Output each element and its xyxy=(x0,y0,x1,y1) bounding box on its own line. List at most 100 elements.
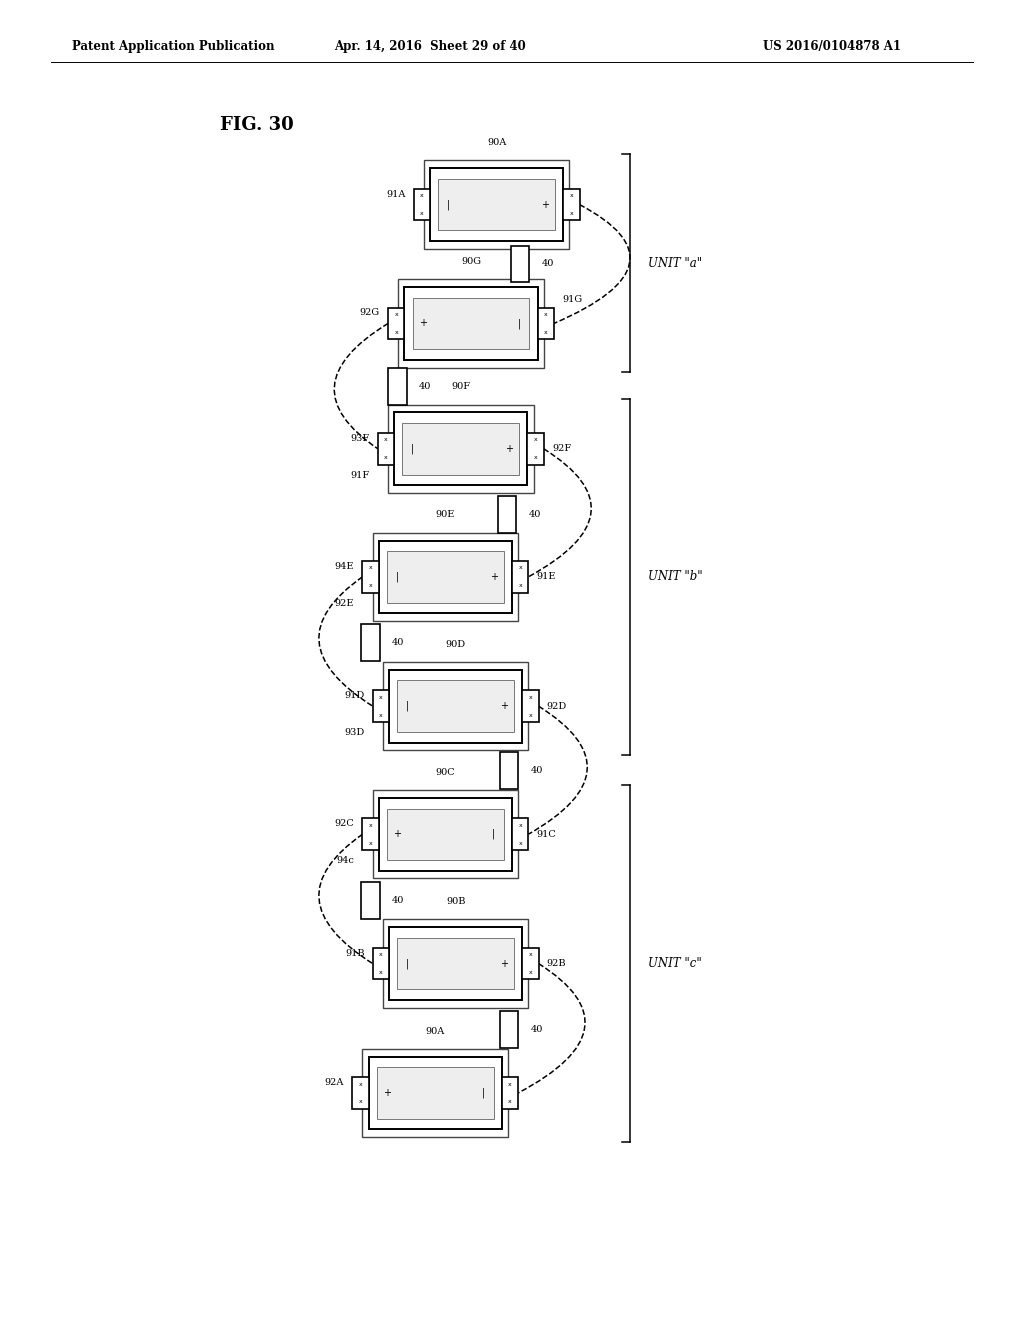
Text: x: x xyxy=(544,330,548,335)
Text: Apr. 14, 2016  Sheet 29 of 40: Apr. 14, 2016 Sheet 29 of 40 xyxy=(334,40,526,53)
Text: 92C: 92C xyxy=(335,820,354,828)
Text: x: x xyxy=(384,437,388,442)
Text: Patent Application Publication: Patent Application Publication xyxy=(72,40,274,53)
Text: x: x xyxy=(518,583,522,589)
Text: +: + xyxy=(419,318,427,329)
Text: x: x xyxy=(518,841,522,846)
Text: 93F: 93F xyxy=(350,434,370,442)
Text: +: + xyxy=(505,444,513,454)
Text: 91A: 91A xyxy=(386,190,406,198)
Bar xyxy=(369,1056,502,1130)
Bar xyxy=(362,1048,508,1138)
Text: |: | xyxy=(395,572,399,582)
Bar xyxy=(377,1067,494,1119)
Text: 90E: 90E xyxy=(436,511,455,520)
Bar xyxy=(527,433,544,465)
Text: 40: 40 xyxy=(392,896,404,904)
Text: 93D: 93D xyxy=(344,729,365,737)
Bar xyxy=(512,561,528,593)
Text: 91C: 91C xyxy=(537,830,556,838)
Text: x: x xyxy=(420,211,424,216)
Text: |: | xyxy=(406,958,410,969)
Bar xyxy=(387,808,504,861)
Text: 91F: 91F xyxy=(350,471,370,479)
Text: 40: 40 xyxy=(530,1026,543,1034)
Bar xyxy=(397,937,514,990)
Text: x: x xyxy=(384,455,388,461)
Bar xyxy=(538,308,554,339)
Text: 91D: 91D xyxy=(344,692,365,700)
Text: x: x xyxy=(569,193,573,198)
Text: x: x xyxy=(528,694,532,700)
Text: x: x xyxy=(369,583,373,589)
Text: 90A: 90A xyxy=(426,1027,444,1035)
Text: 94E: 94E xyxy=(335,562,354,570)
Text: x: x xyxy=(420,193,424,198)
Text: +: + xyxy=(393,829,401,840)
Text: |: | xyxy=(492,829,496,840)
Bar xyxy=(512,818,528,850)
Bar xyxy=(361,624,380,661)
Bar xyxy=(502,1077,518,1109)
Text: x: x xyxy=(379,713,383,718)
Text: x: x xyxy=(534,437,538,442)
Bar xyxy=(378,433,394,465)
Text: x: x xyxy=(508,1081,512,1086)
Bar xyxy=(383,919,528,1008)
Text: x: x xyxy=(508,1100,512,1105)
Text: |: | xyxy=(481,1088,485,1098)
Text: 91E: 91E xyxy=(537,573,556,581)
Text: 92E: 92E xyxy=(335,599,354,607)
Bar xyxy=(362,561,379,593)
Text: 90C: 90C xyxy=(435,768,456,776)
Text: x: x xyxy=(369,822,373,828)
Bar xyxy=(522,690,539,722)
Text: 90D: 90D xyxy=(445,640,466,648)
Bar xyxy=(373,690,389,722)
Text: 90F: 90F xyxy=(452,383,470,391)
Text: |: | xyxy=(406,701,410,711)
Text: US 2016/0104878 A1: US 2016/0104878 A1 xyxy=(763,40,901,53)
Text: +: + xyxy=(500,701,508,711)
Text: 92D: 92D xyxy=(547,702,567,710)
Bar xyxy=(413,297,529,348)
Bar xyxy=(388,404,534,492)
Text: x: x xyxy=(369,565,373,570)
Bar xyxy=(352,1077,369,1109)
Bar xyxy=(379,541,512,612)
Bar xyxy=(398,280,544,367)
Text: x: x xyxy=(569,211,573,216)
Text: |: | xyxy=(517,318,521,329)
Bar xyxy=(388,308,404,339)
Bar xyxy=(500,752,518,789)
Bar xyxy=(388,368,407,405)
Bar xyxy=(373,789,518,879)
Text: 91G: 91G xyxy=(562,296,583,304)
Text: 40: 40 xyxy=(419,383,431,391)
Text: x: x xyxy=(518,565,522,570)
Text: 90G: 90G xyxy=(461,257,481,267)
Bar xyxy=(438,178,555,230)
Bar xyxy=(387,552,504,602)
Bar xyxy=(383,661,528,750)
Text: x: x xyxy=(534,455,538,461)
Text: |: | xyxy=(446,199,451,210)
Bar xyxy=(563,189,580,220)
Text: x: x xyxy=(369,841,373,846)
Text: UNIT "a": UNIT "a" xyxy=(648,257,702,269)
Text: x: x xyxy=(528,970,532,975)
Text: x: x xyxy=(379,694,383,700)
Text: x: x xyxy=(394,312,398,317)
Text: 90A: 90A xyxy=(487,139,506,148)
Bar xyxy=(389,927,522,1001)
Text: +: + xyxy=(500,958,508,969)
Bar xyxy=(362,818,379,850)
Bar xyxy=(522,948,539,979)
Text: +: + xyxy=(541,199,549,210)
Text: 91B: 91B xyxy=(345,949,365,957)
Text: 90B: 90B xyxy=(445,898,466,906)
Text: 94c: 94c xyxy=(337,857,354,865)
Bar xyxy=(389,671,522,742)
Text: 40: 40 xyxy=(392,639,404,647)
Text: UNIT "b": UNIT "b" xyxy=(648,570,702,583)
